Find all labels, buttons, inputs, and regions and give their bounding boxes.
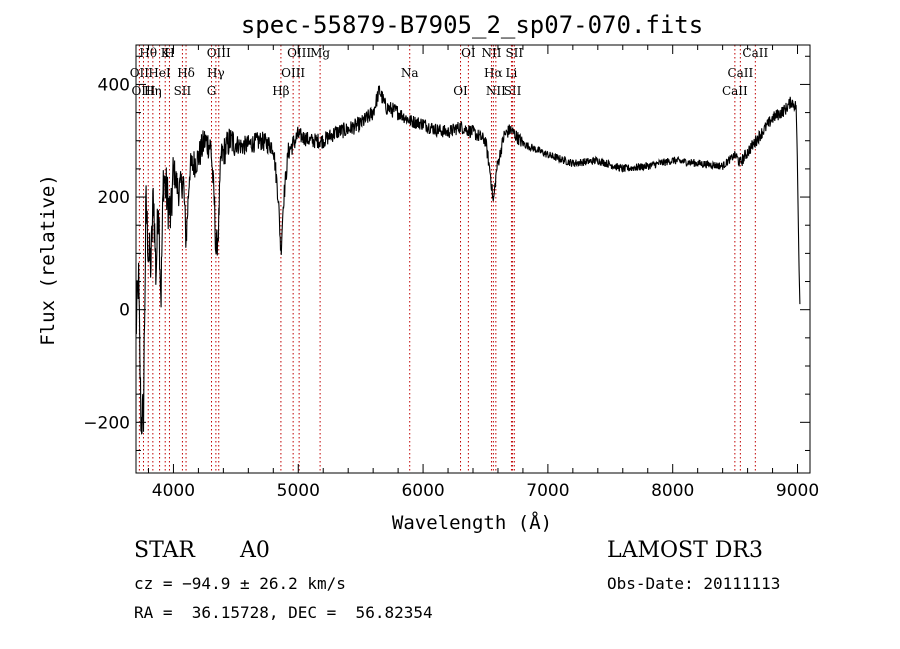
chart-title: spec-55879-B7905_2_sp07-070.fits: [241, 11, 703, 39]
x-tick-label: 6000: [401, 481, 444, 501]
axis-ticks: 4000 5000 6000 7000 8000 9000 −200 0 200 400: [83, 45, 819, 501]
line-label: G: [207, 84, 217, 98]
line-label: H: [164, 46, 174, 60]
line-label: OIII: [281, 66, 305, 80]
line-label: Hα: [484, 66, 503, 80]
spectral-lines: HθOIIOIIIKHeIHηHHδSIIOIIIHγGOIIIOIIIHβMg…: [130, 45, 768, 473]
survey-name: LAMOST DR3: [607, 538, 763, 563]
plot-frame: [135, 44, 811, 474]
line-label: K: [161, 46, 171, 60]
line-label: Hδ: [177, 66, 195, 80]
line-label: Na: [401, 66, 419, 80]
y-tick-label: −200: [83, 413, 130, 433]
redshift-readout: cz = −94.9 ± 26.2 km/s: [134, 574, 346, 593]
coordinates-readout: RA = 36.15728, DEC = 56.82354: [134, 603, 433, 622]
line-label: CaII: [727, 66, 753, 80]
line-label: SII: [174, 84, 192, 98]
line-label: SII: [505, 46, 523, 60]
x-axis-label: Wavelength (Å): [392, 511, 552, 534]
spectral-subclass: A0: [240, 538, 270, 563]
line-label: Hβ: [272, 84, 289, 98]
line-label: Mg: [310, 46, 330, 60]
line-label: SII: [504, 84, 522, 98]
flux-series-line: [135, 85, 801, 435]
y-tick-label: 400: [98, 75, 130, 95]
line-label: OIII: [287, 46, 311, 60]
line-label: OIII: [207, 46, 231, 60]
x-tick-label: 5000: [277, 481, 320, 501]
line-label: OII: [130, 66, 150, 80]
y-tick-label: 0: [119, 301, 130, 321]
line-label: Li: [506, 66, 518, 80]
line-label: Hγ: [207, 66, 225, 80]
line-label: CaII: [742, 46, 768, 60]
line-label: NII: [481, 46, 501, 60]
observation-date: Obs-Date: 20111113: [607, 574, 781, 593]
x-tick-label: 8000: [651, 481, 694, 501]
line-label: HeI: [148, 66, 171, 80]
line-label: Hη: [144, 84, 162, 98]
line-label: CaII: [722, 84, 748, 98]
x-tick-label: 7000: [526, 481, 569, 501]
line-label: OI: [461, 46, 476, 60]
x-tick-label: 4000: [152, 481, 195, 501]
line-label: OI: [453, 84, 468, 98]
y-axis-label: Flux (relative): [37, 174, 59, 346]
y-tick-label: 200: [98, 188, 130, 208]
x-tick-label: 9000: [776, 481, 819, 501]
line-label: NII: [486, 84, 506, 98]
star-class-label: STAR: [134, 538, 195, 563]
line-label: OIII: [131, 84, 155, 98]
